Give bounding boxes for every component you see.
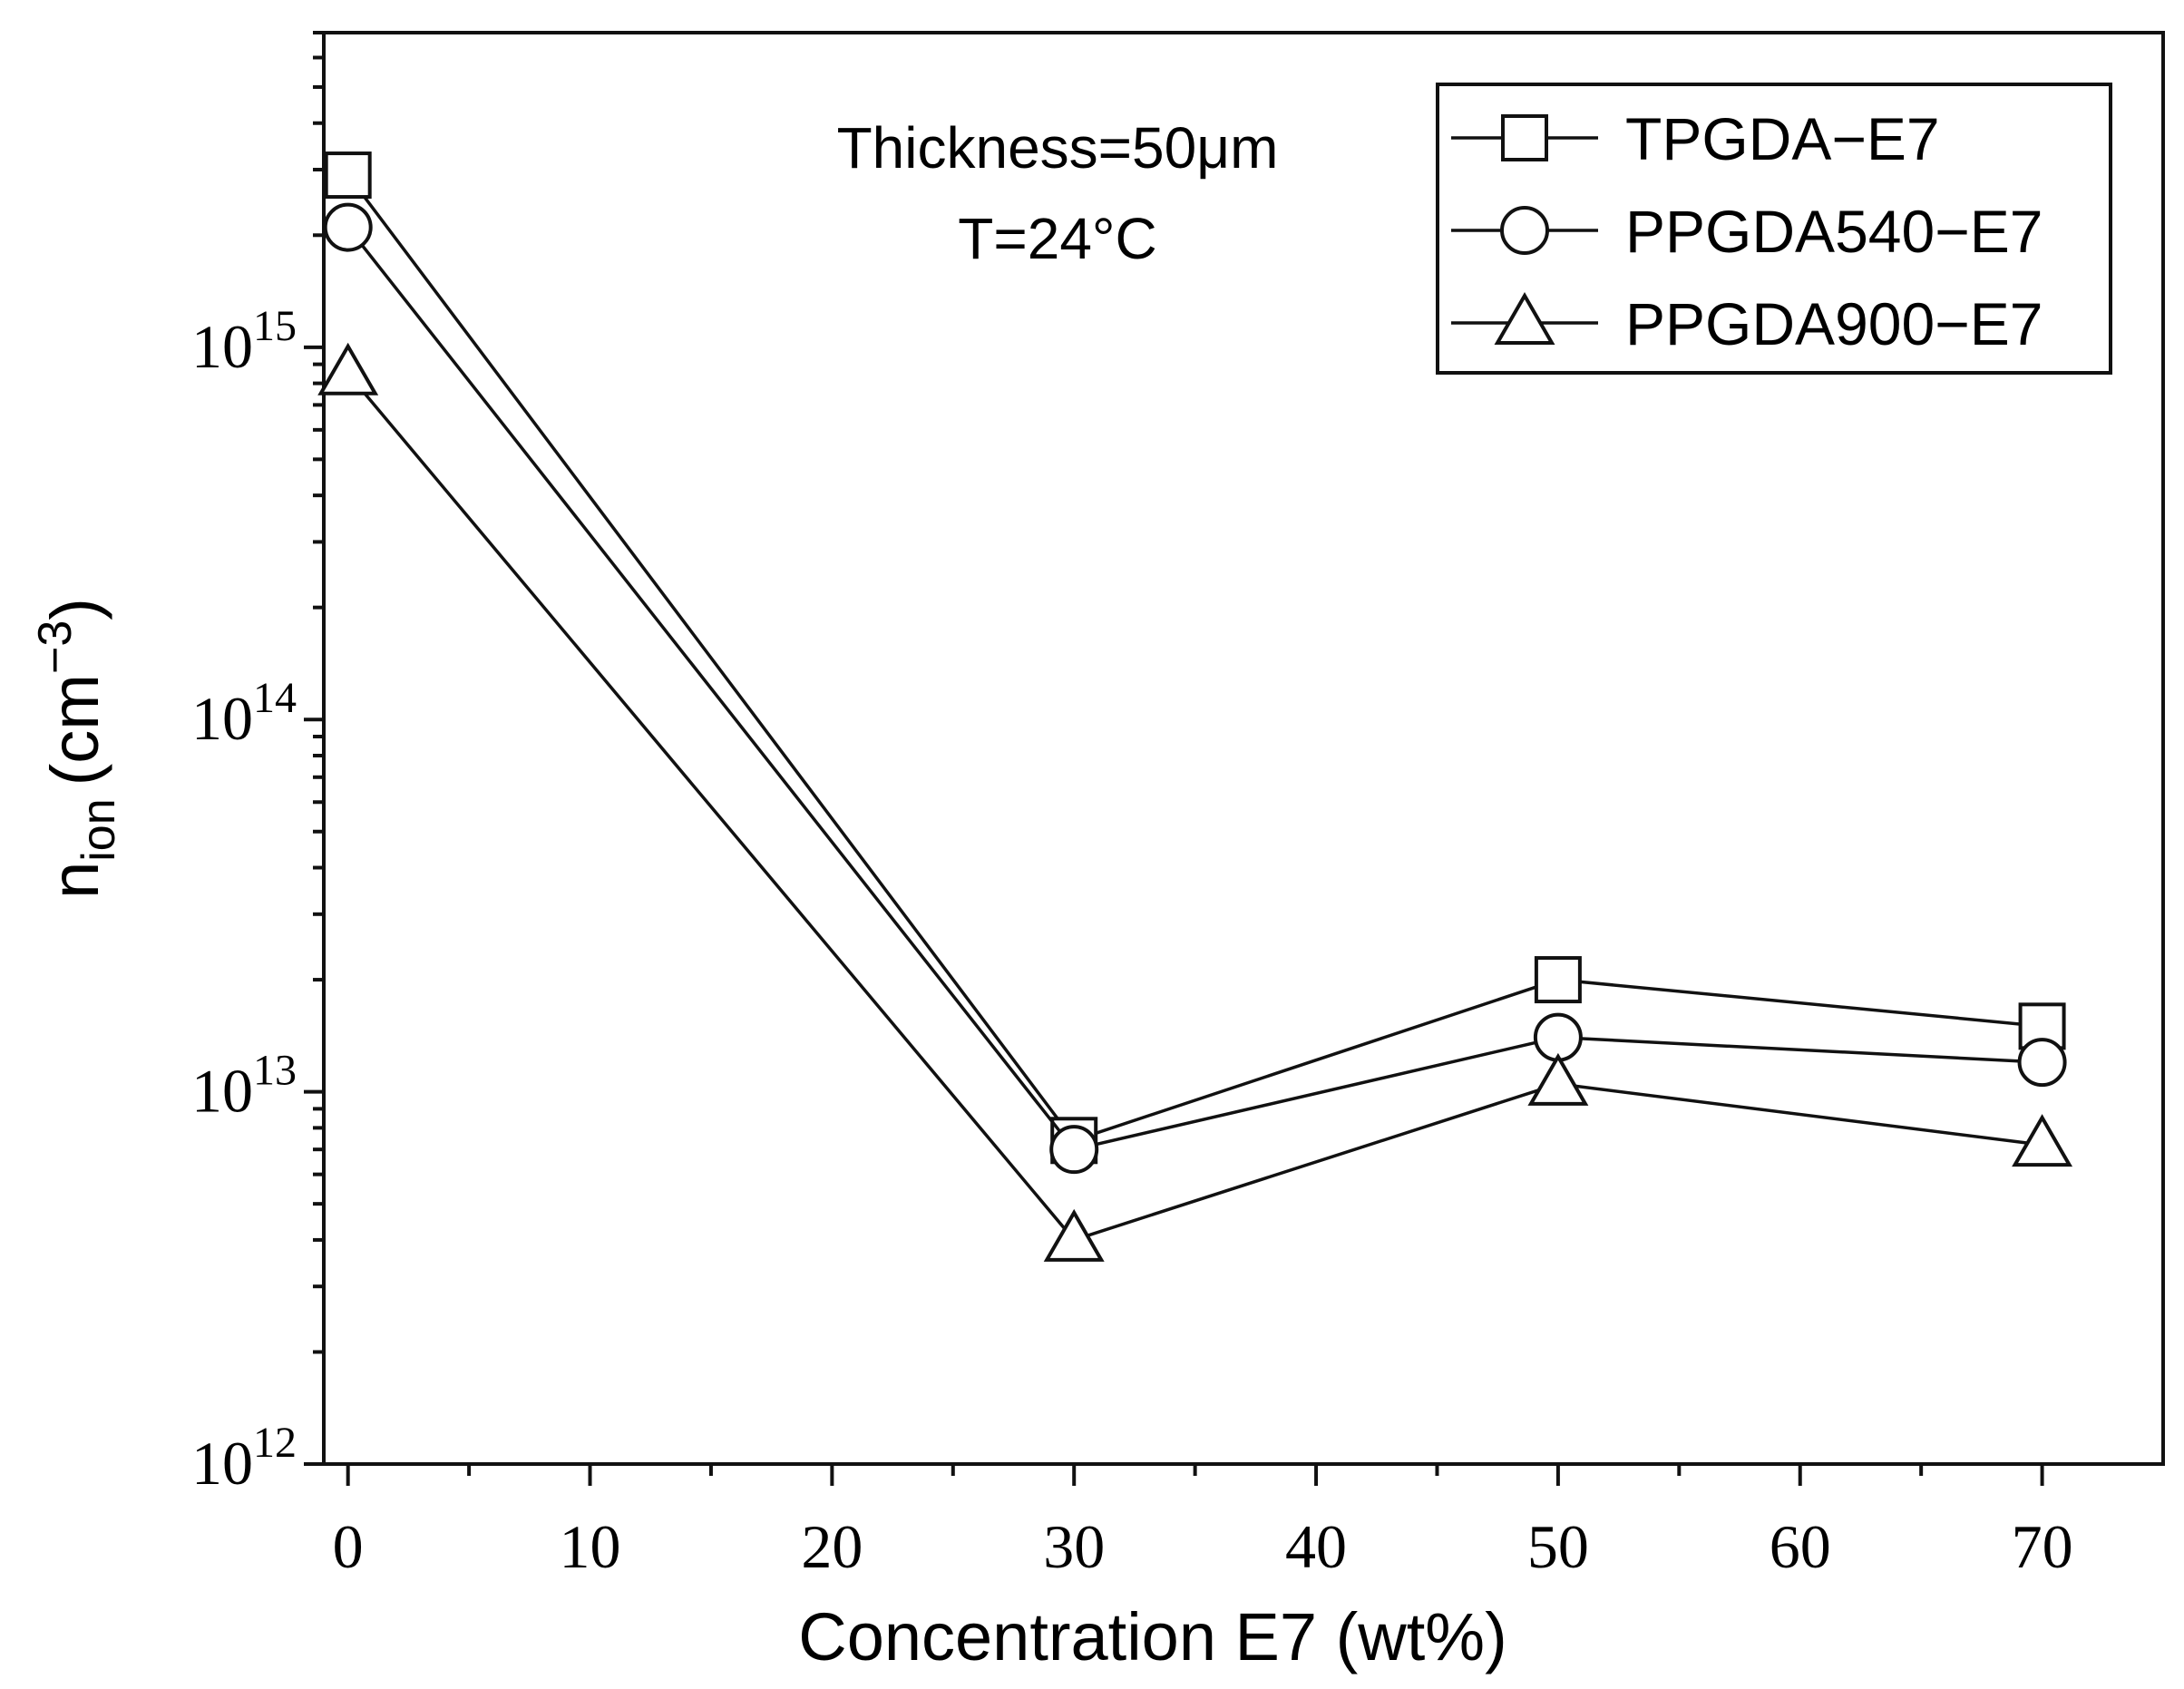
plot-frame: [322, 31, 2165, 1466]
annotation-temperature: T=24°C: [958, 206, 1156, 271]
y-label-sub: ion: [73, 798, 125, 861]
y-tick-label: 1012: [191, 1419, 297, 1498]
legend-label: PPGDA900−E7: [1625, 290, 2043, 357]
data-point-square: [1534, 956, 1582, 1004]
x-tick-label: 0: [333, 1512, 364, 1581]
x-tick-label: 10: [560, 1512, 621, 1581]
series-layer: [317, 151, 2073, 1262]
series-triangle: [317, 342, 2073, 1262]
legend: TPGDA−E7 PPGDA540−E7 PPGDA900−E7: [1451, 105, 2043, 357]
series-line: [346, 174, 2043, 1143]
y-tick-label: 1013: [191, 1047, 297, 1126]
x-tick-label: 70: [2012, 1512, 2073, 1581]
y-label-unit-close: ): [37, 598, 112, 620]
data-point-circle: [1049, 1125, 1099, 1175]
legend-label: PPGDA540−E7: [1625, 198, 2043, 265]
y-axis-label: nion (cm−3): [29, 598, 125, 899]
data-point-triangle: [1043, 1208, 1105, 1262]
legend-label: TPGDA−E7: [1625, 105, 1940, 172]
data-point-square: [324, 151, 372, 200]
legend-marker-circle: [1500, 206, 1549, 255]
legend-marker-triangle: [1494, 291, 1555, 345]
data-point-triangle: [1527, 1052, 1589, 1106]
x-tick-label: 20: [801, 1512, 863, 1581]
x-tick-label: 30: [1043, 1512, 1105, 1581]
y-label-unit-open: (cm: [37, 674, 112, 786]
y-tick-label: 1015: [191, 302, 297, 381]
y-tick-label: 1014: [191, 674, 297, 753]
data-point-triangle: [317, 342, 379, 395]
x-axis-ticks: 0 10 20 30 40 50 60 70: [333, 1464, 2073, 1581]
annotation-thickness: Thickness=50μm: [837, 115, 1279, 181]
x-tick-label: 50: [1527, 1512, 1589, 1581]
legend-marker-square: [1501, 114, 1548, 161]
data-point-triangle: [2012, 1114, 2073, 1167]
y-label-unit-sup: −3: [29, 620, 82, 674]
x-axis-label: Concentration E7 (wt%): [798, 1599, 1506, 1674]
series-line: [346, 226, 2043, 1152]
data-point-circle: [2017, 1038, 2067, 1088]
x-tick-label: 60: [1770, 1512, 1831, 1581]
x-tick-label: 40: [1285, 1512, 1347, 1581]
series-circle: [323, 202, 2067, 1175]
y-axis-ticks: 1012 1013 1014 1015: [191, 302, 324, 1498]
legend-box: [1436, 83, 2112, 375]
data-point-circle: [323, 202, 373, 252]
y-label-main: n: [37, 862, 112, 899]
series-line: [346, 372, 2043, 1242]
